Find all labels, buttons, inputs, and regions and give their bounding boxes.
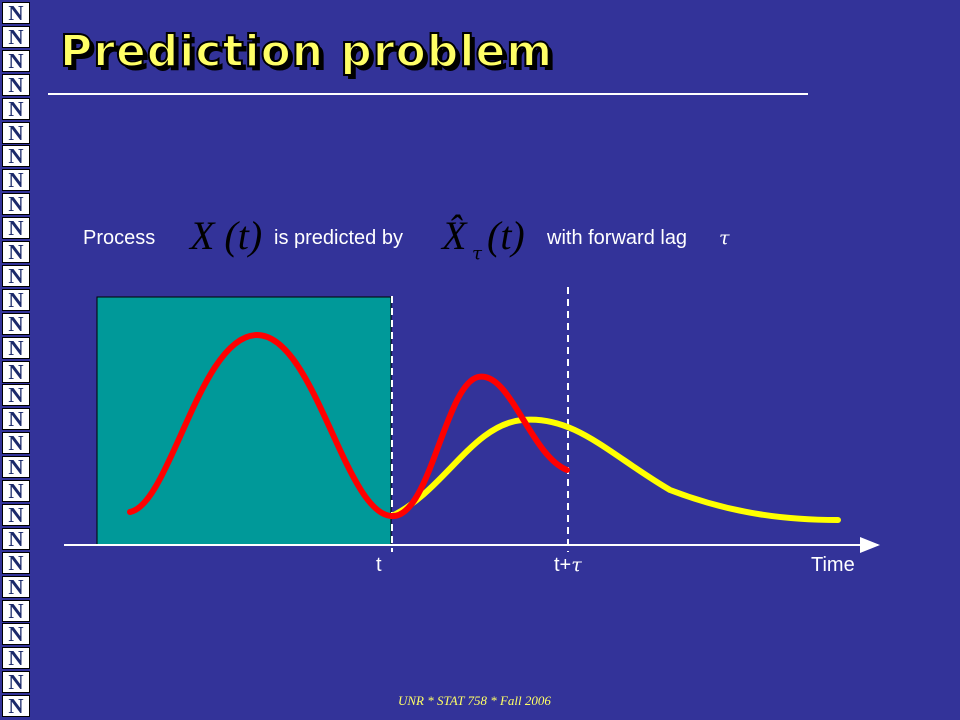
n-logo-icon: N xyxy=(2,144,30,169)
n-logo-letter: N xyxy=(8,455,24,480)
n-logo-icon: N xyxy=(2,502,30,527)
n-logo-letter: N xyxy=(8,694,24,719)
n-logo-icon: N xyxy=(2,407,30,432)
n-logo-icon: N xyxy=(2,574,30,599)
n-logo-letter: N xyxy=(8,383,24,408)
n-logo-icon: N xyxy=(2,431,30,456)
process-curve xyxy=(127,331,570,520)
n-logo-letter: N xyxy=(8,240,24,264)
n-logo-letter: N xyxy=(8,263,24,288)
n-logo-letter: N xyxy=(8,24,24,49)
n-logo-letter: N xyxy=(8,598,24,623)
forward-lag-label: with forward lag xyxy=(547,227,688,249)
n-logo-icon: N xyxy=(2,48,30,73)
t-plus-tau-label: t+τ xyxy=(554,554,582,576)
n-logo-letter: N xyxy=(8,216,24,241)
slide-title: Prediction problem xyxy=(59,25,554,78)
n-logo-icon: N xyxy=(2,120,30,145)
n-logo-letter: N xyxy=(8,1,24,25)
n-logo-icon: N xyxy=(2,168,30,193)
n-logo-icon: N xyxy=(2,646,30,671)
n-logo-icon: N xyxy=(2,241,30,263)
n-logo-letter: N xyxy=(8,335,24,360)
n-logo-letter: N xyxy=(8,72,24,97)
n-logo-icon: N xyxy=(2,24,30,49)
time-label: Time xyxy=(811,554,855,576)
t-label: t xyxy=(376,554,382,576)
n-logo-letter: N xyxy=(8,622,24,647)
forward-lag-symbol: τ xyxy=(719,227,730,249)
n-logo-letter: N xyxy=(8,96,24,121)
n-logo-icon: N xyxy=(2,216,30,241)
n-logo-icon: N xyxy=(2,550,30,575)
n-logo-letter: N xyxy=(8,431,24,456)
n-logo-letter: N xyxy=(8,311,24,336)
predicted-by-label: is predicted by xyxy=(274,227,403,249)
n-logo-icon: N xyxy=(2,335,30,360)
n-logo-letter: N xyxy=(8,479,24,503)
n-logo-icon: N xyxy=(2,359,30,384)
n-logo-letter: N xyxy=(8,144,24,169)
n-logo-icon: N xyxy=(2,192,30,217)
n-logo-icon: N xyxy=(2,670,30,695)
n-logo-icon: N xyxy=(2,96,30,121)
n-logo-letter: N xyxy=(8,670,24,695)
n-logo-icon: N xyxy=(2,263,30,288)
n-logo-letter: N xyxy=(8,120,24,145)
n-logo-icon: N xyxy=(2,455,30,480)
n-logo-icon: N xyxy=(2,526,30,551)
process-symbol: X (t) xyxy=(190,213,263,258)
n-logo-letter: N xyxy=(8,574,24,599)
n-logo-icon: N xyxy=(2,311,30,336)
n-logo-icon: N xyxy=(2,694,30,719)
n-logo-icon: N xyxy=(2,622,30,647)
predictor-symbol: X̂ xyxy=(442,213,467,258)
prediction-curve xyxy=(389,416,841,523)
n-logo-letter: N xyxy=(8,287,24,312)
predictor-argument: (t) xyxy=(487,213,525,258)
n-logo-letter: N xyxy=(8,192,24,217)
footer: UNR * STAT 758 * Fall 2006 xyxy=(398,693,551,708)
n-logo-icon: N xyxy=(2,383,30,408)
n-logo-icon: N xyxy=(2,2,30,24)
n-logo-icon: N xyxy=(2,480,30,502)
n-logo-letter: N xyxy=(8,359,24,384)
n-logo-letter: N xyxy=(8,550,24,575)
n-logo-letter: N xyxy=(8,168,24,193)
n-logo-letter: N xyxy=(8,646,24,671)
n-logo-icon: N xyxy=(2,598,30,623)
predictor-subscript: τ xyxy=(472,243,482,264)
process-label: Process xyxy=(83,227,156,249)
n-logo-letter: N xyxy=(8,48,24,73)
title-underline xyxy=(48,93,808,95)
n-logo-letter: N xyxy=(8,407,24,432)
n-logo-letter: N xyxy=(8,502,24,527)
n-logo-letter: N xyxy=(8,526,24,551)
n-logo-icon: N xyxy=(2,72,30,97)
n-logo-icon: N xyxy=(2,287,30,312)
